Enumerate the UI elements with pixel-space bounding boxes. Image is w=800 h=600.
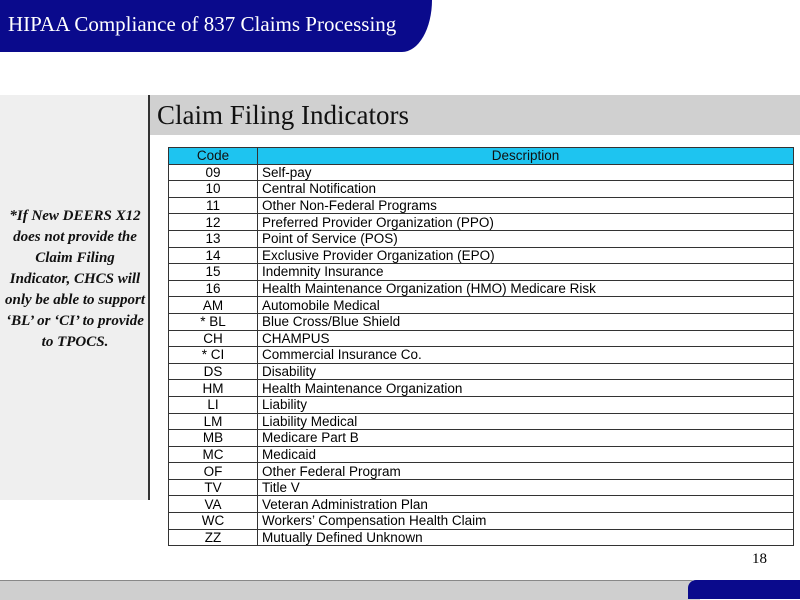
description-cell: Other Federal Program: [257, 462, 794, 480]
code-cell: * BL: [168, 312, 258, 331]
code-cell: AM: [168, 296, 258, 314]
code-cell: 10: [168, 180, 258, 198]
code-cell: ZZ: [168, 528, 258, 547]
code-cell: HM: [168, 379, 258, 397]
description-cell: Title V: [257, 478, 794, 497]
table-row: 11 Other Non-Federal Programs: [168, 196, 794, 215]
code-cell: * CI: [168, 346, 258, 364]
description-cell: Blue Cross/Blue Shield: [257, 312, 794, 331]
code-cell: VA: [168, 495, 258, 514]
description-cell: Self-pay: [257, 163, 794, 182]
table-row: HM Health Maintenance Organization: [168, 379, 794, 397]
code-cell: MC: [168, 445, 258, 464]
table-row: 12 Preferred Provider Organization (PPO): [168, 213, 794, 231]
code-cell: 09: [168, 163, 258, 182]
code-cell: CH: [168, 329, 258, 348]
table-row: 14 Exclusive Provider Organization (EPO): [168, 246, 794, 265]
description-cell: Indemnity Insurance: [257, 263, 794, 281]
table-row: * CI Commercial Insurance Co.: [168, 346, 794, 364]
code-cell: OF: [168, 462, 258, 480]
table-row: 16 Health Maintenance Organization (HMO) …: [168, 279, 794, 298]
table-row: LM Liability Medical: [168, 412, 794, 431]
description-cell: Medicaid: [257, 445, 794, 464]
table-row: ZZ Mutually Defined Unknown: [168, 528, 794, 547]
code-cell: DS: [168, 362, 258, 381]
col-code: Code: [168, 147, 258, 165]
description-cell: Veteran Administration Plan: [257, 495, 794, 514]
table-row: DS Disability: [168, 362, 794, 381]
description-cell: Central Notification: [257, 180, 794, 198]
code-cell: 15: [168, 263, 258, 281]
description-cell: Workers’ Compensation Health Claim: [257, 512, 794, 530]
footer-accent: [688, 580, 800, 599]
description-cell: Health Maintenance Organization (HMO) Me…: [257, 279, 794, 298]
divider: [148, 95, 150, 500]
table-row: VA Veteran Administration Plan: [168, 495, 794, 514]
code-cell: 11: [168, 196, 258, 215]
table-row: * BL Blue Cross/Blue Shield: [168, 312, 794, 331]
description-cell: Exclusive Provider Organization (EPO): [257, 246, 794, 265]
header-title: HIPAA Compliance of 837 Claims Processin…: [8, 12, 397, 36]
table-row: 13 Point of Service (POS): [168, 229, 794, 248]
table-row: MC Medicaid: [168, 445, 794, 464]
code-cell: MB: [168, 429, 258, 447]
description-cell: CHAMPUS: [257, 329, 794, 348]
description-cell: Liability: [257, 395, 794, 414]
claim-filing-table: Code Description 09 Self-pay 10 Central Noti…: [168, 147, 794, 547]
table-row: 10 Central Notification: [168, 180, 794, 198]
description-cell: Mutually Defined Unknown: [257, 528, 794, 547]
description-cell: Liability Medical: [257, 412, 794, 431]
description-cell: Point of Service (POS): [257, 229, 794, 248]
table-row: WC Workers’ Compensation Health Claim: [168, 512, 794, 530]
left-panel: [0, 95, 148, 500]
code-cell: LI: [168, 395, 258, 414]
code-cell: TV: [168, 478, 258, 497]
table-row: LI Liability: [168, 395, 794, 414]
code-cell: LM: [168, 412, 258, 431]
footer-bar: [0, 580, 700, 600]
side-note: *If New DEERS X12 does not provide the C…: [4, 208, 145, 350]
description-cell: Preferred Provider Organization (PPO): [257, 213, 794, 231]
description-cell: Medicare Part B: [257, 429, 794, 447]
description-cell: Automobile Medical: [257, 296, 794, 314]
page-number: 18: [752, 551, 767, 567]
code-cell: 14: [168, 246, 258, 265]
description-cell: Other Non-Federal Programs: [257, 196, 794, 215]
description-cell: Commercial Insurance Co.: [257, 346, 794, 364]
code-cell: 13: [168, 229, 258, 248]
description-cell: Disability: [257, 362, 794, 381]
slide-title: Claim Filing Indicators: [157, 100, 409, 130]
col-description: Description: [257, 147, 794, 165]
table-row: TV Title V: [168, 478, 794, 497]
table-row: MB Medicare Part B: [168, 429, 794, 447]
code-cell: 12: [168, 213, 258, 231]
code-cell: 16: [168, 279, 258, 298]
table-row: AM Automobile Medical: [168, 296, 794, 314]
table-row: OF Other Federal Program: [168, 462, 794, 480]
header-band: HIPAA Compliance of 837 Claims Processin…: [0, 0, 432, 52]
table-row: CH CHAMPUS: [168, 329, 794, 348]
description-cell: Health Maintenance Organization: [257, 379, 794, 397]
table-row: 15 Indemnity Insurance: [168, 263, 794, 281]
table-row: 09 Self-pay: [168, 163, 794, 182]
title-bar: Claim Filing Indicators: [150, 95, 800, 135]
code-cell: WC: [168, 512, 258, 530]
